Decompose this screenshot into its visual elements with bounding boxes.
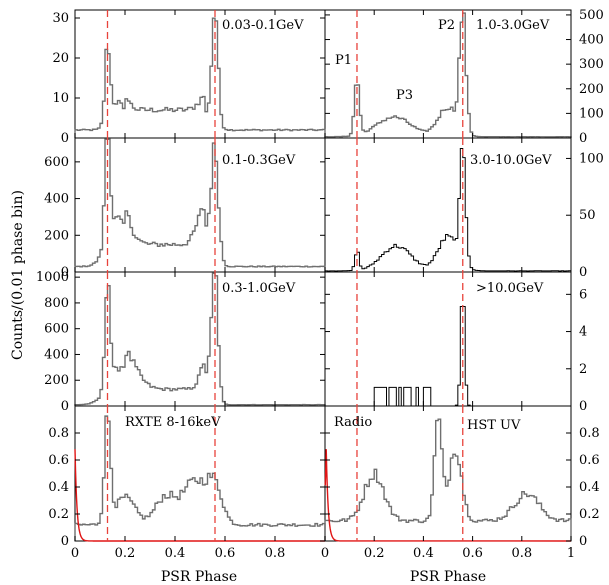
panel-label-radio: Radio xyxy=(334,415,372,430)
ytick-label-p6: 100 xyxy=(579,151,604,166)
ytick-label-p6: 0 xyxy=(579,265,587,280)
ytick-label-p5: 0 xyxy=(579,131,587,146)
pulse-label-p2: P2 xyxy=(438,18,455,33)
histogram-layer xyxy=(74,12,572,542)
panel-label-gt10gev: >10.0GeV xyxy=(476,281,544,296)
x-axis-title-left: PSR Phase xyxy=(161,569,237,585)
ytick-label-p4: 0.4 xyxy=(48,480,69,495)
xtick-label-right: 0.2 xyxy=(364,546,385,561)
xtick-label-right: 0.8 xyxy=(511,546,532,561)
x-axis-title-right: PSR Phase xyxy=(410,569,486,585)
reference-line-layer xyxy=(106,10,464,541)
panel-label-rxte: RXTE 8-16keV xyxy=(125,415,221,430)
ytick-label-p4: 0 xyxy=(61,534,69,549)
panel-label-0.3-1.0gev: 0.3-1.0GeV xyxy=(222,281,296,296)
xtick-label-right: 0.6 xyxy=(462,546,483,561)
ytick-label-p3: 200 xyxy=(44,373,69,388)
ytick-label-p1: 20 xyxy=(52,51,69,66)
ytick-label-p8: 0.4 xyxy=(579,480,600,495)
ytick-label-p4: 0.2 xyxy=(48,507,69,522)
histogram-p4 xyxy=(74,415,326,541)
ytick-label-p1: 0 xyxy=(61,131,69,146)
xtick-label-left: 0.8 xyxy=(265,546,286,561)
ytick-label-p4: 0.8 xyxy=(48,426,69,441)
histogram-p3 xyxy=(74,272,326,406)
xtick-label-left: 0.2 xyxy=(115,546,136,561)
ytick-label-p8: 0.6 xyxy=(579,453,600,468)
ytick-label-p1: 10 xyxy=(52,91,69,106)
ytick-label-p7: 0 xyxy=(579,399,587,414)
ytick-label-p2: 400 xyxy=(44,192,69,207)
radio-curve-p8 xyxy=(324,449,572,542)
histogram-p1 xyxy=(74,17,326,138)
ytick-label-p7: 6 xyxy=(579,287,587,302)
panel-label-0.1-0.3gev: 0.1-0.3GeV xyxy=(222,153,296,168)
histogram-p5 xyxy=(324,12,572,138)
pulse-label-p1: P1 xyxy=(335,53,352,68)
ytick-label-p2: 0 xyxy=(61,265,69,280)
ytick-label-p1: 30 xyxy=(52,11,69,26)
xtick-label-left: 0.6 xyxy=(215,546,236,561)
ytick-label-p3: 1000 xyxy=(36,270,69,285)
ytick-label-p5: 300 xyxy=(579,57,604,72)
ytick-label-p3: 400 xyxy=(44,347,69,362)
ytick-label-p7: 2 xyxy=(579,362,587,377)
xtick-label-right: 0 xyxy=(321,546,329,561)
panel-label-1.0-3.0gev: 1.0-3.0GeV xyxy=(476,18,550,33)
ytick-label-p4: 0.6 xyxy=(48,453,69,468)
ytick-label-p5: 200 xyxy=(579,82,604,97)
panel-label-hst-uv: HST UV xyxy=(467,418,521,433)
pulse-label-p3: P3 xyxy=(396,88,413,103)
ytick-label-p3: 800 xyxy=(44,296,69,311)
ytick-label-p7: 4 xyxy=(579,325,587,340)
ytick-label-p3: 600 xyxy=(44,322,69,337)
xtick-label-right: 0.4 xyxy=(413,546,434,561)
ytick-label-p2: 200 xyxy=(44,228,69,243)
y-axis-title: Counts/(0.01 phase bin) xyxy=(10,190,26,360)
histogram-p2 xyxy=(74,138,326,272)
ytick-label-p8: 0.2 xyxy=(579,507,600,522)
xtick-label-left: 0.4 xyxy=(165,546,186,561)
histogram-p6 xyxy=(324,148,572,272)
ytick-label-p5: 400 xyxy=(579,33,604,48)
axis-tick-layer: 010203002004006000200400600800100000.20.… xyxy=(36,8,604,561)
radio-curve-p4 xyxy=(74,449,325,542)
ytick-label-p8: 0 xyxy=(579,534,587,549)
ytick-label-p6: 50 xyxy=(579,208,596,223)
histogram-p8 xyxy=(324,418,572,541)
xtick-label-right: 1 xyxy=(567,546,575,561)
ytick-label-p8: 0.8 xyxy=(579,426,600,441)
histogram-p7 xyxy=(325,305,571,407)
ytick-label-p2: 600 xyxy=(44,155,69,170)
panel-label-3.0-10.0gev: 3.0-10.0GeV xyxy=(470,153,552,168)
ytick-label-p5: 500 xyxy=(579,8,604,23)
xtick-label-left: 0 xyxy=(71,546,79,561)
ytick-label-p5: 100 xyxy=(579,106,604,121)
panel-label-0.03-0.1gev: 0.03-0.1GeV xyxy=(222,18,304,33)
ytick-label-p3: 0 xyxy=(61,399,69,414)
